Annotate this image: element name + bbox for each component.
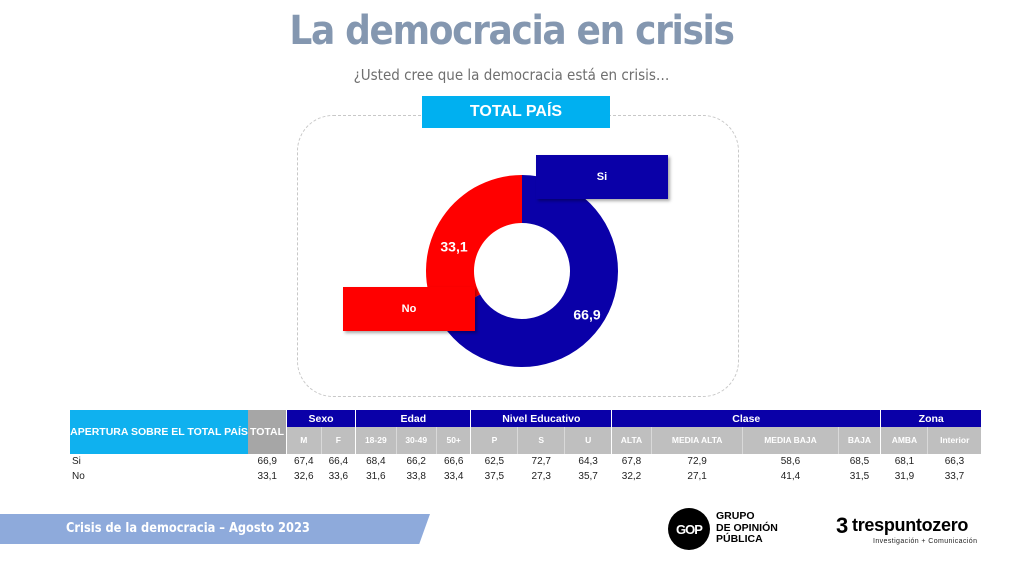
table-column-header: F: [320, 427, 356, 454]
table-cell: 31,9: [894, 471, 915, 482]
panel-header-total-pais: TOTAL PAÍS: [422, 96, 610, 128]
legend-si: Si: [536, 155, 668, 199]
table-cell: 31,5: [849, 471, 870, 482]
table-cell: 33,8: [406, 471, 426, 482]
gop-line-2: DE OPINIÓN: [716, 521, 778, 534]
table-column-header: AMBA: [880, 427, 928, 454]
trespuntozero-logo: 3 trespuntozero Investigación + Comunica…: [836, 514, 986, 548]
table-cell: 68,4: [366, 456, 386, 467]
table-corner-label: APERTURA SOBRE EL TOTAL PAÍS: [70, 410, 248, 454]
table-subheader-row: M F 18-29 30-49 50+ P S U ALTA MEDIA ALTA MEDIA BA…: [70, 427, 981, 454]
table-cell: 72,9: [687, 456, 707, 467]
donut-slice-si: [438, 175, 618, 367]
footer-band: [0, 514, 430, 544]
table-column-header: MEDIA BAJA: [742, 427, 839, 454]
table-row-label: Si: [72, 456, 81, 467]
table-cell: 33,6: [328, 471, 349, 482]
table-cell: 41,4: [780, 471, 801, 482]
table-cell: 27,1: [687, 471, 707, 482]
donut-value-label-no: 33,1: [440, 239, 467, 255]
table-cell: 62,5: [484, 456, 505, 467]
table-column-header: M: [286, 427, 322, 454]
table-cell: 58,6: [780, 456, 801, 467]
table-row: Si 66,9 67,4 66,4 68,4 66,2 66,6 62,5 72,7 64,3 67…: [70, 454, 981, 469]
table-cell: 67,4: [294, 456, 314, 467]
table-cell: 68,1: [894, 456, 915, 467]
donut-value-label-si: 66,9: [573, 307, 600, 323]
table-group-header: Nivel Educativo: [470, 410, 612, 427]
table-cell: 66,3: [944, 456, 965, 467]
table-column-header: 50+: [435, 427, 471, 454]
table-cell-total: 66,9: [257, 456, 277, 467]
gop-line-1: GRUPO: [716, 510, 755, 522]
table-column-header: MEDIA ALTA: [650, 427, 743, 454]
table-group-header-row: APERTURA SOBRE EL TOTAL PAÍS TOTAL Sexo E…: [70, 410, 981, 454]
table-column-header: U: [564, 427, 612, 454]
table-column-header: 18-29: [355, 427, 397, 454]
table-cell: 32,2: [621, 471, 642, 482]
table-cell: 27,3: [531, 471, 551, 482]
table-cell: 32,6: [294, 471, 314, 482]
trespuntozero-tagline: Investigación + Comunicación: [873, 538, 978, 545]
gop-logo-mark: GOP: [668, 508, 710, 550]
table-column-header: ALTA: [611, 427, 652, 454]
question-subtitle: ¿Usted cree que la democracia está en cr…: [353, 66, 670, 84]
table-cell: 31,6: [366, 471, 386, 482]
table-cell: 66,6: [443, 456, 464, 467]
trespuntozero-name: trespuntozero: [852, 515, 969, 535]
table-cell: 35,7: [578, 471, 598, 482]
breakdown-table: APERTURA SOBRE EL TOTAL PAÍS TOTAL Sexo E…: [70, 410, 981, 484]
legend-no-label: No: [401, 303, 417, 315]
table-row-label: No: [72, 471, 85, 482]
table-cell: 72,7: [531, 456, 551, 467]
table-group-header: Zona: [880, 410, 981, 427]
table-cell: 67,8: [621, 456, 642, 467]
table-column-header: 30-49: [395, 427, 437, 454]
donut-slice-no: [426, 175, 522, 318]
table-row: No 33,1 32,6 33,6 31,6 33,8 33,4 37,5 27,3 35,7 32…: [70, 469, 981, 484]
table-column-header: S: [517, 427, 565, 454]
table-cell: 33,7: [944, 471, 965, 482]
table-column-header: BAJA: [837, 427, 881, 454]
table-cell-total: 33,1: [257, 471, 277, 482]
table-group-header: Sexo: [285, 410, 356, 427]
trespuntozero-mark-icon: 3: [836, 513, 849, 538]
table-cell: 37,5: [484, 471, 505, 482]
legend-no: No: [343, 287, 475, 331]
gop-line-3: PÚBLICA: [716, 533, 763, 545]
table-group-header: Edad: [355, 410, 471, 427]
footer-caption: Crisis de la democracia – Agosto 2023: [66, 521, 310, 536]
gop-logo-text: GRUPO DE OPINIÓN PÚBLICA: [716, 510, 778, 546]
table-cell: 66,4: [328, 456, 349, 467]
table-column-header: Interior: [927, 427, 981, 454]
table-cell: 64,3: [578, 456, 598, 467]
legend-si-label: Si: [596, 171, 608, 183]
table-cell: 68,5: [849, 456, 870, 467]
table-cell: 66,2: [406, 456, 426, 467]
table-cell: 33,4: [443, 471, 464, 482]
table-total-header: TOTAL: [248, 410, 287, 454]
table-column-header: P: [470, 427, 518, 454]
table-group-header: Clase: [611, 410, 881, 427]
gop-logo: GOP GRUPO DE OPINIÓN PÚBLICA: [668, 508, 798, 550]
page-title: La democracia en crisis: [289, 8, 735, 54]
